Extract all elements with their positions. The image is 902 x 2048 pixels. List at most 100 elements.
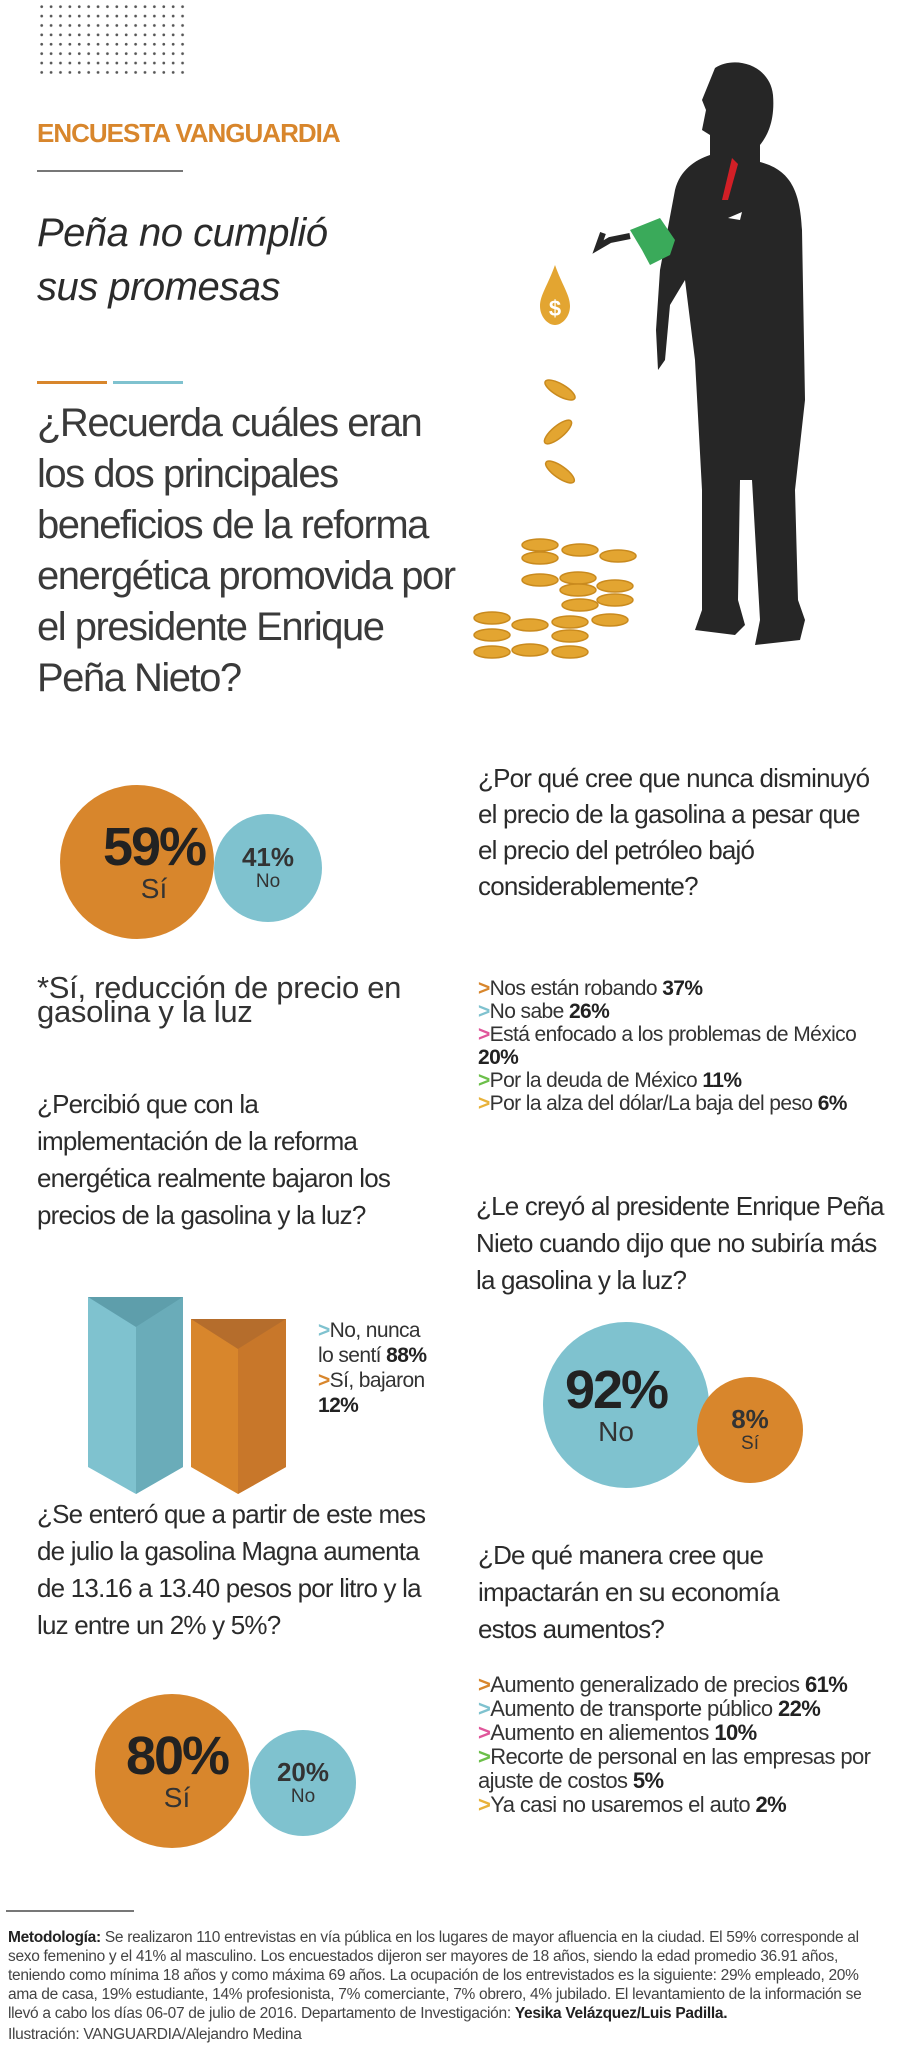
q3-no-circle: 20% No [250,1730,356,1836]
list-item: >Está enfocado a los problemas de México… [478,1023,878,1069]
q1-no-circle: 41% No [214,814,322,922]
q3-yes-label: Sí [163,1782,191,1813]
methodology: Metodología: Se realizaron 110 entrevist… [8,1928,888,2044]
businessman-silhouette-icon [656,62,805,645]
arrow-icon: > [318,1369,330,1392]
item-value: 26% [568,1000,610,1023]
q3-yes-pct: 80% [125,1726,230,1786]
q1-no-label: No [255,871,281,892]
list-item: >Ya casi no usaremos el auto 2% [478,1793,878,1817]
list-item: >No sabe 26% [478,1000,878,1023]
bar-si-bajaron [191,1319,286,1494]
gas-pump-nozzle-icon [592,218,675,265]
q5-question: ¿Le creyó al presidente Enrique Peña Nie… [476,1191,885,1295]
title-line-1: Peña no cumplió [37,211,328,255]
item-text: Aumento en aliementos [490,1720,709,1745]
arrow-icon: > [478,1744,491,1769]
q1-note: *Sí, reducción de precio en gasolina y l… [37,970,402,1029]
list-item: >Sí, bajaron 12% [318,1368,438,1418]
item-value: 6% [817,1092,848,1115]
q5-yes-label: Sí [741,1433,759,1454]
item-value: 20% [478,1046,519,1069]
arrow-icon: > [478,1672,491,1697]
methodology-authors: Yesika Velázquez/Luis Padilla. [514,2005,728,2022]
arrow-icon: > [478,1696,491,1721]
item-text: Sí, bajaron [329,1369,426,1392]
item-text: No, nunca lo sentí [318,1319,421,1367]
q5-no-circle: 92% No [543,1322,709,1488]
item-value: 88% [386,1344,427,1367]
list-item: >Por la alza del dólar/La baja del peso … [478,1092,878,1115]
arrow-icon: > [318,1319,330,1342]
dollar-drop-icon: $ [540,265,570,325]
illustration-credit: Ilustración: VANGUARDIA/Alejandro Medina [8,2026,302,2043]
q2-question: ¿Percibió que con la implementación de l… [37,1089,391,1230]
q3-no-label: No [290,1786,316,1807]
arrow-icon: > [478,1000,490,1023]
q3-question: ¿Se enteró que a partir de este mes de j… [37,1499,426,1640]
q5-no-label: No [598,1416,634,1447]
methodology-divider [6,1910,134,1912]
page-title: Peña no cumplió sus promesas [37,206,328,314]
orange-rule [37,381,107,384]
item-text: Ya casi no usaremos el auto [490,1792,751,1817]
item-text: Por la deuda de México [489,1069,698,1092]
item-value: 10% [714,1720,757,1745]
q4-list: >Nos están robando 37% >No sabe 26% >Est… [478,977,878,1115]
q6-list: >Aumento generalizado de precios 61% >Au… [478,1673,878,1817]
item-text: Recorte de personal en las empresas por … [478,1744,871,1793]
title-line-2: sus promesas [37,265,280,309]
q2-bars [88,1297,286,1494]
q5-yes-pct: 8% [731,1404,769,1434]
q1-yes-circle: 59% Sí [60,785,214,939]
item-value: 2% [755,1792,787,1817]
arrow-icon: > [478,1069,490,1092]
q6-question: ¿De qué manera cree que impactarán en su… [478,1540,780,1644]
item-text: Aumento de transporte público [490,1696,773,1721]
q3-no-pct: 20% [276,1757,330,1787]
q4-question: ¿Por qué cree que nunca disminuyó el pre… [478,763,870,901]
item-value: 5% [632,1768,664,1793]
arrow-icon: > [478,1092,490,1115]
item-value: 61% [804,1672,848,1697]
methodology-label: Metodología: [8,1929,101,1946]
blue-rule [113,381,183,384]
q1-no-pct: 41% [241,842,295,872]
item-text: Está enfocado a los problemas de México [489,1023,857,1046]
kicker: ENCUESTA VANGUARDIA [37,118,341,148]
arrow-icon: > [478,1023,490,1046]
q2-list: >No, nunca lo sentí 88% >Sí, bajaron 12% [318,1318,438,1418]
coins-icon [473,379,637,659]
q1-question: ¿Recuerda cuáles eran los dos principale… [37,401,456,700]
item-value: 37% [662,977,703,1000]
q1-yes-label: Sí [140,873,168,904]
q5-yes-circle: 8% Sí [697,1377,803,1483]
arrow-icon: > [478,977,490,1000]
item-value: 12% [318,1394,359,1417]
arrow-icon: > [478,1720,491,1745]
list-item: >Aumento en aliementos 10% [478,1721,878,1745]
list-item: >No, nunca lo sentí 88% [318,1318,438,1368]
businessman-illustration: $ [473,62,805,659]
q5-no-pct: 92% [564,1360,669,1420]
item-value: 22% [778,1696,821,1721]
list-item: >Aumento de transporte público 22% [478,1697,878,1721]
q1-yes-pct: 59% [102,817,207,877]
list-item: >Nos están robando 37% [478,977,878,1000]
item-value: 11% [702,1069,742,1092]
item-text: Nos están robando [489,977,658,1000]
q3-yes-circle: 80% Sí [95,1694,249,1848]
item-text: No sabe [489,1000,565,1023]
bar-no-nunca [88,1297,183,1494]
dots-pattern-icon [37,2,187,74]
list-item: >Recorte de personal en las empresas por… [478,1745,878,1793]
methodology-text: Metodología: Se realizaron 110 entrevist… [8,1928,888,2023]
arrow-icon: > [478,1792,491,1817]
svg-text:$: $ [549,296,561,321]
list-item: >Aumento generalizado de precios 61% [478,1673,878,1697]
divider [37,170,183,172]
item-text: Por la alza del dólar/La baja del peso [489,1092,813,1115]
methodology-body: Se realizaron 110 entrevistas en vía púb… [8,1929,862,2022]
list-item: >Por la deuda de México 11% [478,1069,878,1092]
item-text: Aumento generalizado de precios [490,1672,800,1697]
